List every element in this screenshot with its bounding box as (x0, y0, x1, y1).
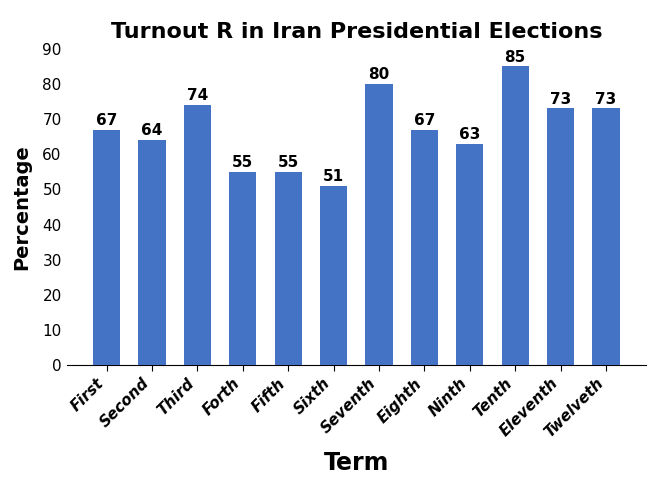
Text: 51: 51 (323, 169, 344, 184)
Text: 74: 74 (186, 88, 208, 103)
Text: 67: 67 (414, 113, 435, 128)
Bar (93, 130, 120, 365)
Bar (274, 172, 302, 365)
X-axis label: Term: Term (324, 451, 389, 475)
Text: 55: 55 (278, 155, 299, 170)
Title: Turnout R in Iran Presidential Elections: Turnout R in Iran Presidential Elections (111, 21, 602, 41)
Bar (411, 130, 438, 365)
Bar (184, 105, 211, 365)
Text: 80: 80 (368, 67, 390, 82)
Bar (456, 144, 484, 365)
Text: 67: 67 (96, 113, 117, 128)
Text: 64: 64 (141, 123, 163, 138)
Bar (501, 66, 529, 365)
Bar (547, 109, 574, 365)
Bar (593, 109, 619, 365)
Y-axis label: Percentage: Percentage (12, 144, 31, 270)
Bar (229, 172, 256, 365)
Text: 55: 55 (232, 155, 253, 170)
Bar (320, 186, 347, 365)
Text: 73: 73 (550, 92, 571, 107)
Text: 85: 85 (505, 50, 526, 64)
Text: 73: 73 (595, 92, 617, 107)
Bar (139, 140, 166, 365)
Text: 63: 63 (459, 127, 481, 142)
Bar (366, 84, 393, 365)
